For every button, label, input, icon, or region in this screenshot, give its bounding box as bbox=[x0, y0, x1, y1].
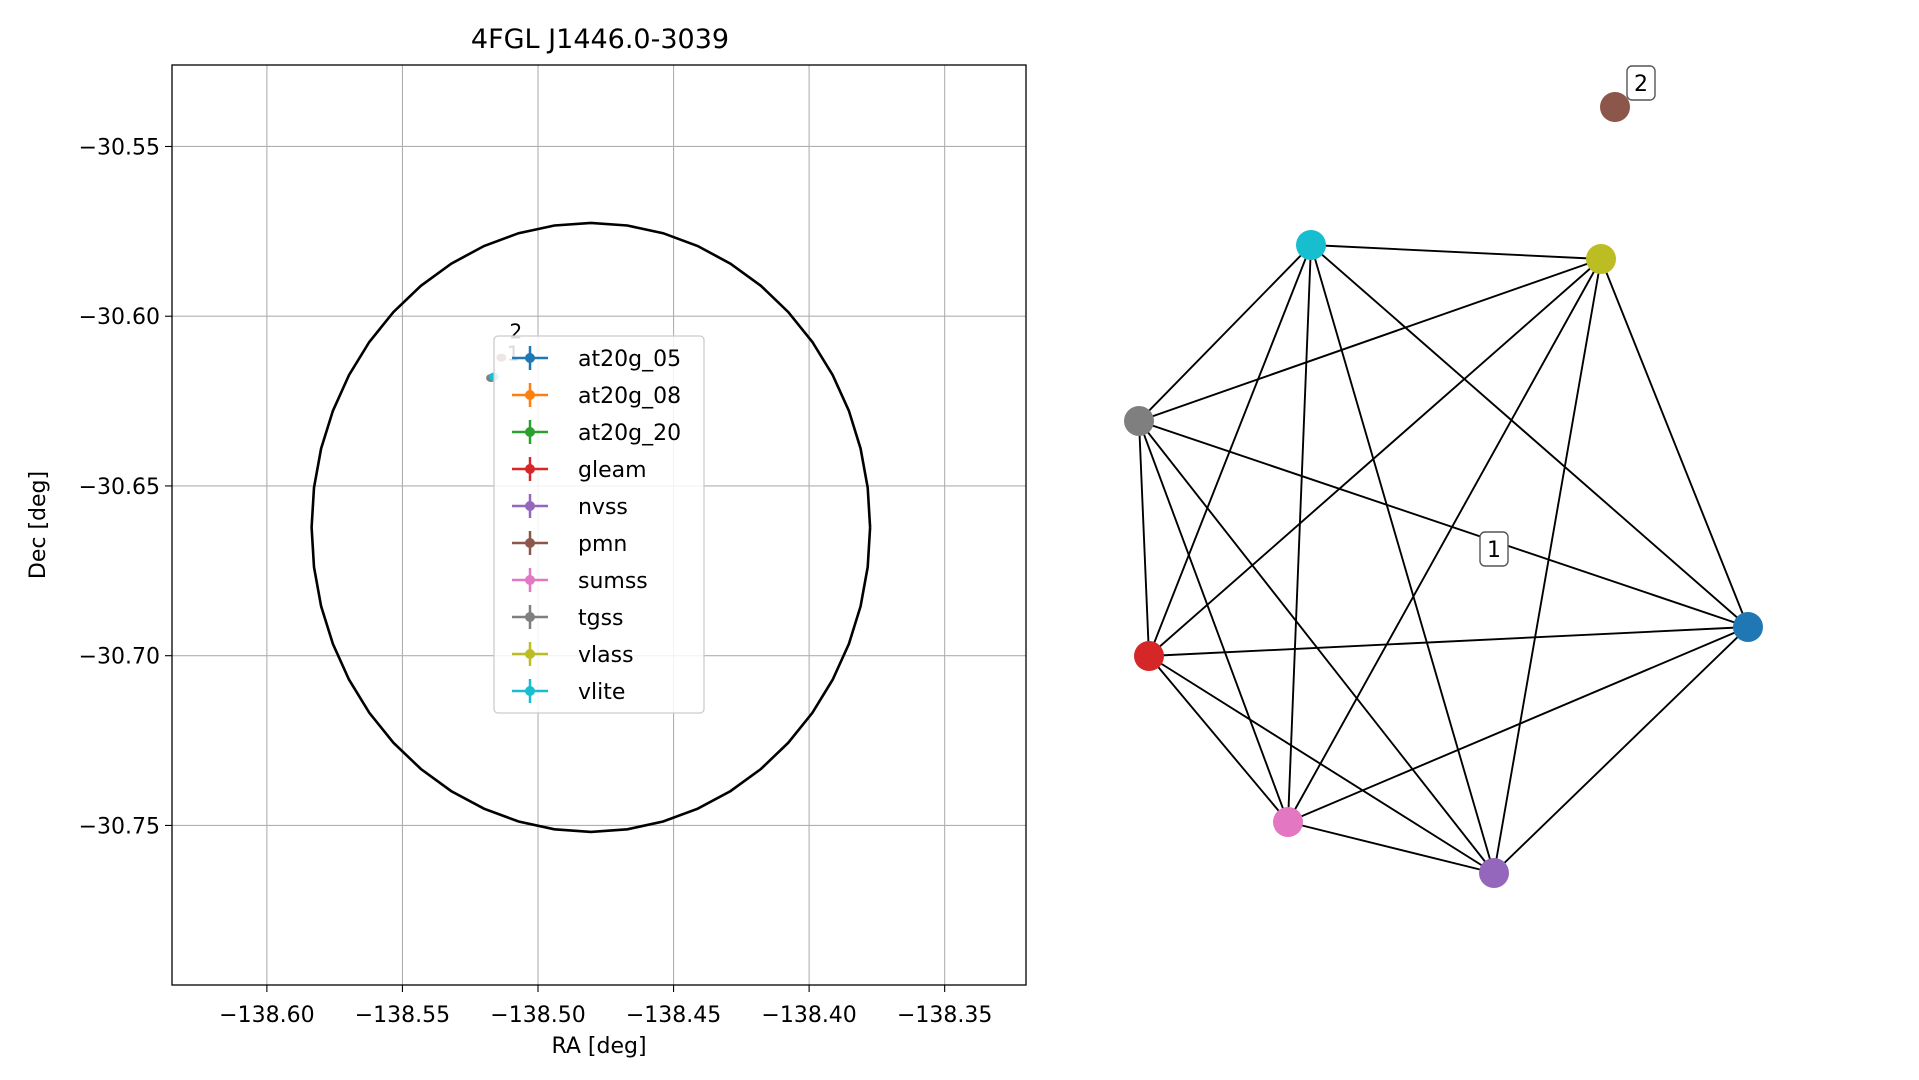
network-node-nvss bbox=[1479, 858, 1509, 888]
x-axis-ticks: −138.60 −138.55 −138.50 −138.45 −138.40 −138.… bbox=[219, 985, 992, 1028]
y-tick-label: −30.60 bbox=[79, 305, 160, 330]
network-edge bbox=[1287, 626, 1749, 823]
legend-marker-dot bbox=[525, 612, 535, 622]
group-label: 2 bbox=[1634, 72, 1648, 97]
legend-box bbox=[493, 335, 705, 714]
network-edge bbox=[1600, 258, 1749, 628]
network-node-gleam bbox=[1134, 641, 1164, 671]
legend-label: at20g_20 bbox=[578, 421, 681, 446]
legend-marker-dot bbox=[525, 686, 535, 696]
network-edge bbox=[1493, 626, 1749, 874]
y-tick-label: −30.75 bbox=[79, 814, 160, 839]
legend-marker-dot bbox=[525, 390, 535, 400]
legend-marker-dot bbox=[525, 538, 535, 548]
network-edge bbox=[1138, 258, 1602, 422]
x-tick-label: −138.50 bbox=[490, 1003, 585, 1028]
x-tick-label: −138.45 bbox=[626, 1003, 721, 1028]
uncertainty-ellipse-layer bbox=[310, 221, 872, 834]
chart-title: 4FGL J1446.0-3039 bbox=[471, 24, 729, 55]
network-edge bbox=[1287, 821, 1495, 874]
legend-label: pmn bbox=[578, 532, 627, 557]
network-edge bbox=[1148, 655, 1495, 874]
legend-label: at20g_08 bbox=[578, 384, 681, 409]
network-edges bbox=[1138, 244, 1749, 874]
network-edge bbox=[1287, 258, 1602, 823]
legend-label: vlass bbox=[578, 643, 634, 668]
x-tick-label: −138.35 bbox=[897, 1003, 992, 1028]
x-tick-label: −138.55 bbox=[355, 1003, 450, 1028]
network-node-tgss bbox=[1124, 406, 1154, 436]
network-group-labels: 12 bbox=[1479, 65, 1656, 567]
uncertainty-ellipse bbox=[310, 221, 872, 834]
network-edge bbox=[1148, 655, 1289, 823]
network-edge bbox=[1138, 244, 1312, 422]
legend-marker-dot bbox=[525, 464, 535, 474]
network-edge bbox=[1148, 244, 1312, 657]
x-tick-label: −138.40 bbox=[761, 1003, 856, 1028]
network-edge bbox=[1148, 258, 1602, 657]
network-edge bbox=[1287, 244, 1312, 823]
scatter-panel: 4FGL J1446.0-3039 21 −138.60−138.55−138.… bbox=[26, 24, 1027, 1059]
network-node-sumss bbox=[1273, 807, 1303, 837]
network-edge bbox=[1138, 420, 1289, 823]
group-label: 1 bbox=[1487, 538, 1501, 563]
y-axis-ticks: −30.55 −30.60 −30.65 −30.70 −30.75 bbox=[79, 135, 172, 839]
network-edge bbox=[1138, 420, 1495, 874]
x-axis-label: RA [deg] bbox=[551, 1034, 646, 1059]
network-node-vlass bbox=[1586, 244, 1616, 274]
network-edge bbox=[1138, 420, 1749, 628]
x-tick-label: −138.60 bbox=[219, 1003, 314, 1028]
network-edge bbox=[1138, 420, 1150, 657]
legend-marker-dot bbox=[525, 575, 535, 585]
network-node-vlite bbox=[1296, 230, 1326, 260]
legend-marker-dot bbox=[525, 427, 535, 437]
network-node-at20g_05 bbox=[1733, 612, 1763, 642]
legend-label: nvss bbox=[578, 495, 628, 520]
group-label-box bbox=[1626, 65, 1656, 101]
network-edge bbox=[1148, 626, 1749, 657]
legend-label: tgss bbox=[578, 606, 624, 631]
legend-marker-dot bbox=[525, 353, 535, 363]
network-edge bbox=[1310, 244, 1602, 260]
network-edge bbox=[1493, 258, 1602, 874]
y-axis-label: Dec [deg] bbox=[26, 471, 51, 579]
legend-label: vlite bbox=[578, 680, 625, 705]
legend-label: at20g_05 bbox=[578, 347, 681, 372]
network-edge bbox=[1310, 244, 1749, 628]
network-node-pmn bbox=[1600, 92, 1630, 122]
y-tick-label: −30.65 bbox=[79, 475, 160, 500]
legend-label: gleam bbox=[578, 458, 647, 483]
legend-marker-dot bbox=[525, 649, 535, 659]
legend-marker-dot bbox=[525, 501, 535, 511]
group-label-box bbox=[1479, 531, 1509, 567]
y-tick-label: −30.70 bbox=[79, 645, 160, 670]
legend-label: sumss bbox=[578, 569, 648, 594]
network-nodes bbox=[1124, 92, 1763, 888]
network-panel: 12 bbox=[1124, 65, 1763, 888]
plot-frame bbox=[171, 64, 1027, 986]
y-tick-label: −30.55 bbox=[79, 135, 160, 160]
